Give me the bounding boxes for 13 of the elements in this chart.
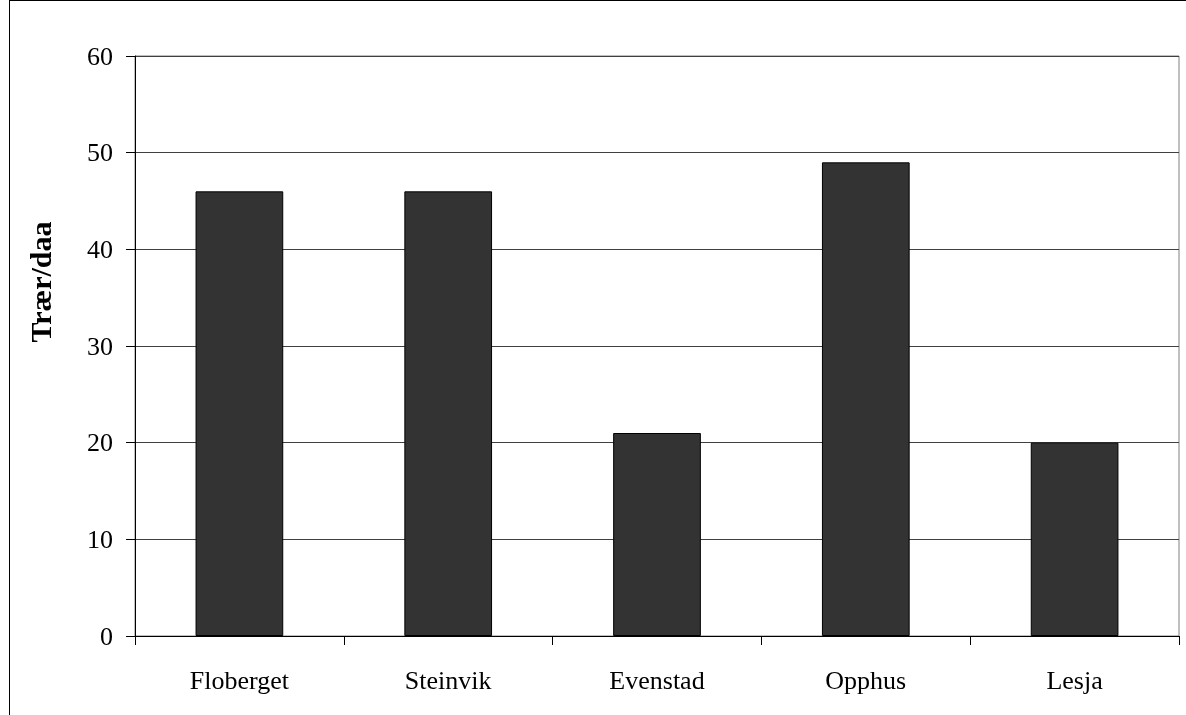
y-tick-label: 40: [87, 234, 113, 264]
y-tick-label: 50: [87, 138, 113, 168]
y-tick-label: 30: [87, 331, 113, 361]
x-tick-label: Floberget: [189, 665, 290, 695]
y-tick-label: 60: [87, 41, 113, 71]
y-tick-label: 20: [87, 428, 113, 458]
x-tick-label: Opphus: [825, 665, 907, 695]
y-tick-label: 10: [87, 524, 113, 554]
y-tick-label: 0: [100, 621, 113, 651]
x-tick-label: Steinvik: [404, 665, 492, 695]
x-tick-label: Lesja: [1046, 665, 1104, 695]
y-axis-title: Trær/daa: [23, 221, 57, 343]
x-tick-label: Evenstad: [609, 665, 705, 695]
